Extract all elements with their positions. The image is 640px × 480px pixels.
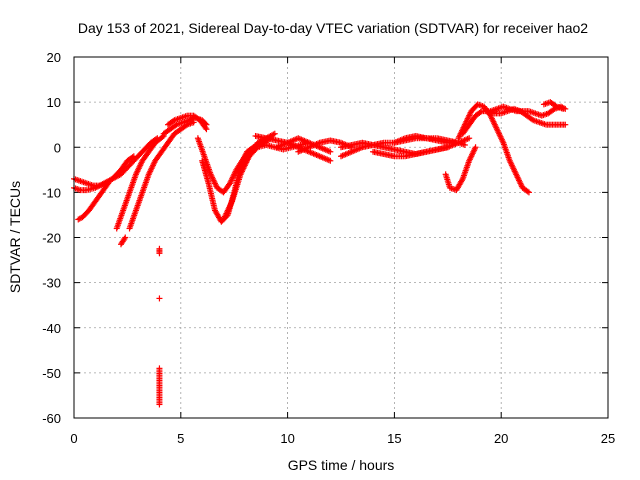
data-point xyxy=(156,401,163,408)
series-sat-20 xyxy=(391,132,468,148)
data-point xyxy=(562,121,569,128)
x-tick-label: 25 xyxy=(601,431,615,446)
y-tick-label: -30 xyxy=(42,276,61,291)
axis-ticks: 0 5 10 15 20 25 -60 -50 -40 -30 -20 -10 0 10 20 xyxy=(42,50,615,446)
data-point xyxy=(525,189,532,196)
data-point xyxy=(560,105,567,112)
series-sat-03 xyxy=(75,180,112,223)
x-tick-label: 20 xyxy=(494,431,508,446)
plot-frame xyxy=(73,56,609,419)
series-sat-07 xyxy=(156,245,163,408)
x-tick-label: 5 xyxy=(177,431,184,446)
y-axis-label: SDTVAR / TECUs xyxy=(7,181,23,293)
grid-lines xyxy=(74,57,608,418)
series-sat-04 xyxy=(113,132,167,232)
y-tick-label: -60 xyxy=(42,411,61,426)
chart-title: Day 153 of 2021, Sidereal Day-to-day VTE… xyxy=(78,20,588,36)
data-point xyxy=(156,295,163,302)
data-point xyxy=(203,126,210,133)
series-sat-13 xyxy=(237,139,312,173)
series-sat-15 xyxy=(273,135,334,155)
y-tick-label: -40 xyxy=(42,321,61,336)
series-sat-11 xyxy=(199,139,270,225)
data-point xyxy=(461,141,468,148)
x-tick-label: 15 xyxy=(387,431,401,446)
data-point xyxy=(122,234,129,241)
data-point xyxy=(202,124,209,131)
data-points xyxy=(71,99,569,408)
data-point xyxy=(466,135,473,142)
y-tick-label: -10 xyxy=(42,185,61,200)
data-point xyxy=(271,130,278,137)
series-sat-09 xyxy=(164,112,210,133)
y-tick-label: -20 xyxy=(42,231,61,246)
series-sat-21 xyxy=(442,144,479,194)
data-point xyxy=(472,144,479,151)
series-sat-25 xyxy=(540,99,567,112)
x-tick-label: 0 xyxy=(70,431,77,446)
series-sat-06 xyxy=(117,234,129,248)
data-point xyxy=(121,235,128,242)
data-point xyxy=(104,181,111,188)
data-point xyxy=(477,109,484,116)
data-point xyxy=(524,188,531,195)
data-point xyxy=(327,157,334,164)
data-point xyxy=(156,250,163,257)
data-point xyxy=(105,180,112,187)
series-sat-05 xyxy=(126,119,197,232)
y-tick-label: -50 xyxy=(42,366,61,381)
y-tick-label: 0 xyxy=(54,140,61,155)
x-axis-label: GPS time / hours xyxy=(288,457,395,473)
data-point xyxy=(327,148,334,155)
y-tick-label: 20 xyxy=(47,50,61,65)
y-tick-label: 10 xyxy=(47,95,61,110)
series-sat-19 xyxy=(370,135,473,160)
x-tick-label: 10 xyxy=(280,431,294,446)
data-point xyxy=(159,133,166,140)
